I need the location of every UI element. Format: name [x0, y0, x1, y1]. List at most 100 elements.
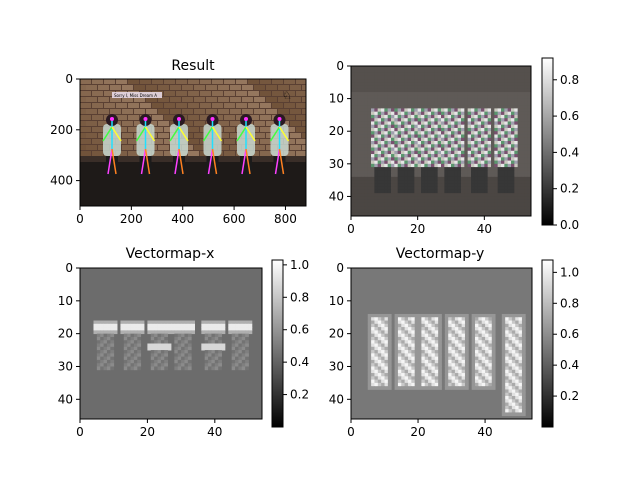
heatmap-cell: [361, 118, 365, 122]
heatmap-cell: [414, 379, 419, 384]
heatmap-cell: [377, 327, 382, 331]
heatmap-cell: [96, 340, 101, 344]
heatmap-cell: [391, 114, 395, 119]
heatmap-cell: [397, 386, 402, 390]
heatmap-cell: [517, 108, 522, 113]
heatmap-cell: [481, 176, 485, 181]
heatmap-cell: [477, 108, 482, 113]
y-tick-label: 30: [58, 359, 73, 373]
heatmap-cell: [377, 163, 382, 168]
heatmap-cell: [471, 173, 475, 178]
heatmap-cell: [424, 124, 429, 129]
heatmap-cell: [404, 92, 409, 96]
heatmap-cell: [157, 333, 162, 338]
heatmap-cell: [481, 170, 485, 175]
heatmap-cell: [384, 373, 389, 377]
heatmap-cell: [184, 353, 189, 358]
heatmap-cell: [391, 75, 395, 80]
heatmap-cell: [377, 92, 382, 96]
heatmap-cell: [518, 330, 523, 335]
heatmap-cell: [471, 209, 475, 214]
heatmap-cell: [374, 199, 379, 204]
heatmap-cell: [464, 317, 469, 321]
brick: [98, 109, 109, 114]
heatmap-cell: [411, 323, 416, 328]
heatmap-cell: [467, 121, 472, 126]
heatmap-cell: [517, 118, 522, 122]
heatmap-cell: [481, 209, 485, 214]
heatmap-cell: [504, 82, 509, 86]
heatmap-cell: [471, 105, 475, 109]
heatmap-cell: [387, 82, 392, 86]
heatmap-cell: [354, 141, 359, 145]
heatmap-cell: [508, 379, 513, 384]
heatmap-cell: [504, 170, 509, 175]
brick: [224, 139, 235, 144]
heatmap-cell: [461, 108, 465, 113]
heatmap-cell: [367, 108, 372, 113]
colorbar-tick-label: 0.4: [560, 145, 579, 159]
brick: [254, 145, 265, 150]
heatmap-cell: [208, 350, 212, 354]
heatmap-cell: [137, 340, 142, 344]
heatmap-cell: [387, 336, 392, 341]
heatmap-cell: [154, 356, 158, 361]
heatmap-cell: [414, 386, 419, 390]
heatmap-cell: [357, 186, 362, 191]
heatmap-cell: [404, 79, 409, 83]
heatmap-cell: [374, 108, 379, 113]
heatmap-cell: [133, 320, 138, 325]
heatmap-cell: [428, 336, 432, 341]
heatmap-cell: [361, 121, 365, 126]
heatmap-cell: [157, 346, 162, 351]
brick: [206, 97, 217, 102]
heatmap-cell: [414, 141, 419, 145]
heatmap-cell: [397, 186, 402, 191]
heatmap-cell: [387, 320, 392, 325]
heatmap-cell: [428, 313, 432, 318]
heatmap-cell: [477, 137, 482, 142]
heatmap-cell: [371, 369, 375, 374]
brick: [230, 121, 241, 126]
heatmap-cell: [424, 313, 429, 318]
heatmap-cell: [361, 202, 365, 207]
heatmap-cell: [377, 88, 382, 93]
heatmap-cell: [505, 379, 509, 384]
heatmap-cell: [485, 373, 489, 377]
heatmap-cell: [374, 333, 379, 338]
heatmap-cell: [444, 327, 449, 331]
heatmap-cell: [174, 363, 179, 367]
heatmap-cell: [434, 386, 439, 390]
heatmap-cell: [508, 382, 513, 387]
heatmap-cell: [521, 412, 526, 417]
heatmap-cell: [491, 180, 495, 184]
colorbar-tick-label: 1.0: [560, 265, 579, 279]
heatmap-cell: [464, 92, 469, 96]
heatmap-cell: [414, 131, 419, 135]
heatmap-cell: [461, 163, 465, 168]
heatmap-cell: [414, 186, 419, 191]
heatmap-cell: [387, 95, 392, 100]
heatmap-cell: [461, 202, 465, 207]
heatmap-cell: [438, 382, 442, 387]
heatmap-cell: [458, 343, 463, 348]
heatmap-cell: [127, 356, 131, 361]
heatmap-cell: [187, 359, 192, 364]
heatmap-cell: [477, 88, 482, 93]
heatmap-cell: [514, 141, 519, 145]
heatmap-cell: [438, 323, 442, 328]
heatmap-cell: [401, 170, 405, 175]
heatmap-cell: [434, 82, 439, 86]
brick: [302, 133, 306, 138]
heatmap-cell: [457, 154, 462, 158]
heatmap-cell: [521, 85, 525, 90]
heatmap-cell: [441, 160, 445, 165]
heatmap-cell: [364, 127, 369, 132]
heatmap-cell: [491, 343, 496, 348]
brick: [92, 103, 103, 108]
heatmap-cell: [150, 343, 155, 348]
heatmap-cell: [517, 173, 522, 178]
heatmap-cell: [387, 356, 392, 361]
heatmap-cell: [461, 170, 465, 175]
heatmap-cell: [214, 320, 219, 325]
